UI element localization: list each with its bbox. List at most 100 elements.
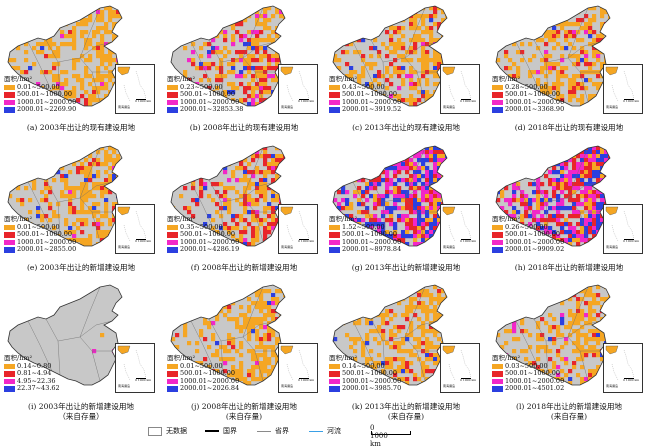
county-cell bbox=[425, 150, 430, 155]
legend-class-row: 1.52~500.00 bbox=[329, 223, 401, 231]
county-cell bbox=[453, 14, 455, 18]
county-cell bbox=[283, 301, 285, 306]
county-cell bbox=[441, 186, 446, 191]
county-cell bbox=[592, 18, 597, 23]
county-cell bbox=[369, 349, 374, 354]
county-cell bbox=[588, 182, 593, 187]
county-cell bbox=[239, 293, 244, 298]
county-cell bbox=[504, 50, 509, 55]
county-cell bbox=[271, 333, 276, 338]
county-cell bbox=[453, 2, 455, 6]
county-cell bbox=[231, 62, 236, 67]
county-cell bbox=[584, 166, 589, 171]
county-cell bbox=[239, 54, 244, 59]
county-cell bbox=[263, 357, 268, 362]
county-cell bbox=[72, 46, 77, 51]
county-cell bbox=[552, 38, 557, 43]
county-cell bbox=[393, 238, 398, 243]
county-cell bbox=[263, 66, 268, 71]
county-cell bbox=[271, 222, 276, 227]
county-cell bbox=[215, 285, 220, 290]
county-cell bbox=[373, 178, 378, 183]
county-cell bbox=[397, 349, 402, 354]
county-cell bbox=[385, 361, 390, 366]
county-cell bbox=[72, 162, 77, 167]
county-cell bbox=[183, 46, 188, 51]
national-boundary bbox=[332, 284, 448, 386]
county-cell bbox=[584, 30, 589, 35]
county-cell bbox=[544, 301, 549, 306]
county-cell bbox=[283, 333, 285, 338]
map-panel-k: 0 1000 km 南海诸岛 面积/hm² 0.14~500.00 500.01~100… bbox=[325, 281, 487, 421]
county-cell bbox=[536, 150, 541, 155]
legend-swatch bbox=[329, 92, 340, 98]
county-cell bbox=[357, 321, 362, 326]
county-cell bbox=[413, 285, 418, 286]
county-cell bbox=[544, 30, 549, 35]
county-cell bbox=[417, 158, 422, 163]
county-cell bbox=[124, 14, 128, 18]
county-cell bbox=[96, 222, 101, 227]
county-cell bbox=[401, 377, 406, 382]
county-cell bbox=[429, 353, 434, 358]
county-cell bbox=[271, 214, 276, 219]
county-cell bbox=[616, 38, 618, 42]
panel-caption-line: (c) 2013年出让的现有建设用地 bbox=[352, 123, 460, 132]
county-cell bbox=[520, 321, 525, 326]
panel-caption-line: (b) 2008年出让的现有建设用地 bbox=[189, 123, 299, 132]
county-cell bbox=[251, 182, 256, 187]
county-cell bbox=[76, 14, 81, 19]
county-cell bbox=[36, 210, 41, 215]
county-cell bbox=[259, 297, 264, 302]
county-cell bbox=[40, 70, 45, 75]
county-cell bbox=[92, 214, 97, 219]
county-cell bbox=[592, 202, 597, 207]
county-cell bbox=[48, 54, 53, 59]
county-cell bbox=[251, 238, 256, 243]
county-cell bbox=[572, 54, 577, 59]
county-cell bbox=[377, 70, 382, 75]
county-cell bbox=[401, 313, 406, 318]
county-cell bbox=[16, 30, 21, 35]
county-cell bbox=[255, 146, 260, 151]
county-cell bbox=[263, 218, 268, 223]
county-cell bbox=[405, 365, 410, 370]
county-cell bbox=[425, 389, 429, 393]
county-cell bbox=[381, 6, 386, 11]
county-cell bbox=[568, 325, 573, 330]
county-cell bbox=[8, 58, 13, 63]
county-cell bbox=[223, 202, 228, 207]
county-cell bbox=[524, 206, 529, 211]
county-cell bbox=[369, 321, 374, 326]
county-cell bbox=[409, 58, 414, 63]
map-panel-e: 0 1000 km 南海诸岛 面积/hm² 0.01~500.00 500.01~100… bbox=[0, 142, 162, 282]
county-cell bbox=[385, 158, 390, 163]
inset-scale-bar bbox=[299, 378, 309, 379]
county-cell bbox=[243, 238, 248, 243]
county-cell bbox=[243, 86, 248, 91]
county-cell bbox=[263, 46, 268, 51]
county-cell bbox=[584, 62, 589, 67]
county-cell bbox=[580, 226, 585, 231]
county-cell bbox=[0, 313, 4, 317]
county-cell bbox=[584, 26, 589, 31]
county-cell bbox=[544, 198, 549, 203]
county-cell bbox=[433, 146, 438, 151]
county-cell bbox=[183, 170, 188, 175]
county-cell bbox=[357, 285, 362, 290]
county-cell bbox=[191, 62, 196, 67]
county-cell bbox=[397, 38, 402, 43]
county-cell bbox=[84, 218, 89, 223]
county-cell bbox=[287, 190, 291, 194]
county-cell bbox=[64, 146, 69, 151]
county-cell bbox=[409, 6, 414, 7]
county-cell bbox=[540, 58, 545, 63]
county-cell bbox=[361, 174, 366, 179]
county-cell bbox=[568, 226, 573, 231]
county-cell bbox=[608, 329, 610, 334]
county-cell bbox=[72, 90, 77, 95]
county-cell bbox=[584, 222, 589, 227]
county-cell bbox=[512, 62, 517, 67]
south-china-sea-inset: 0 1000 km 南海诸岛 bbox=[603, 64, 643, 114]
county-cell bbox=[255, 377, 260, 382]
